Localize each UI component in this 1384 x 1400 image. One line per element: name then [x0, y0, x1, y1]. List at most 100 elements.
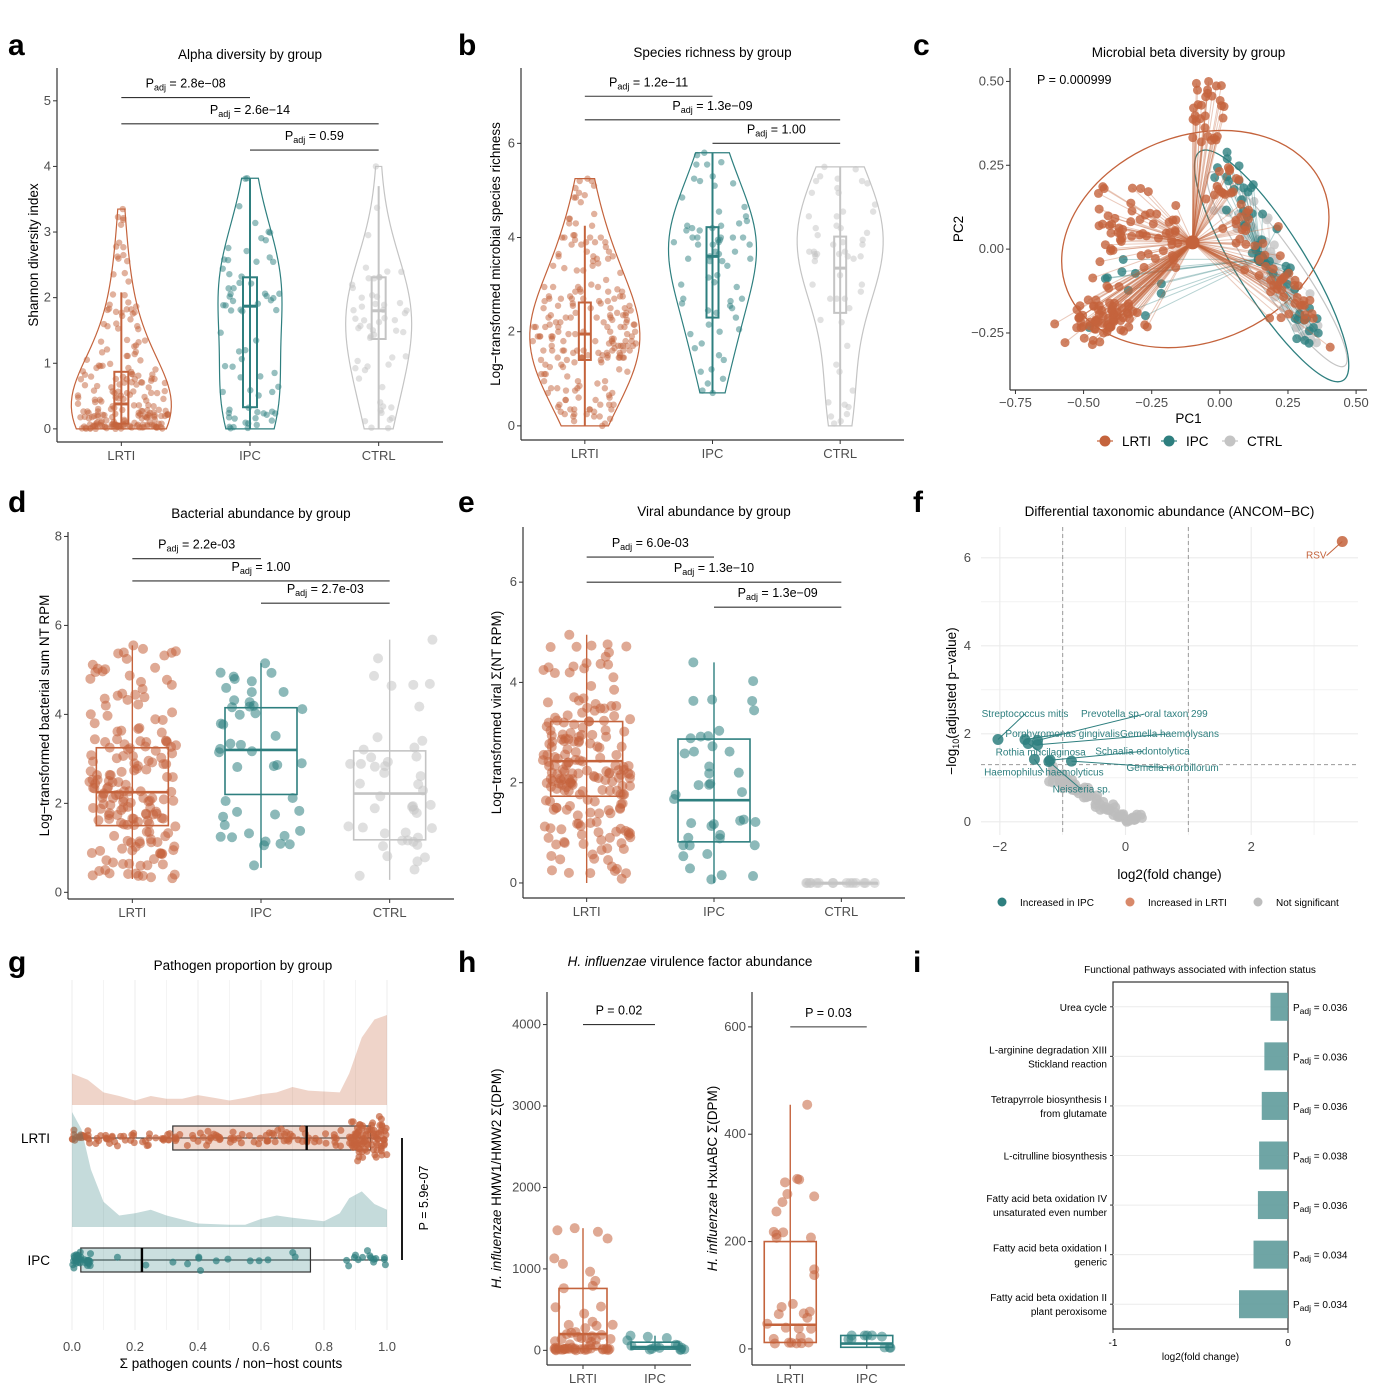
legend-key-IPC	[1163, 435, 1175, 447]
bar-p-value: Padj = 0.034	[1293, 1300, 1348, 1313]
data-point	[733, 283, 740, 291]
data-point	[564, 629, 575, 640]
data-point	[121, 1136, 129, 1144]
data-point	[570, 349, 577, 357]
data-point	[1072, 305, 1082, 315]
data-point	[597, 234, 605, 241]
data-point	[117, 843, 128, 854]
data-point	[1235, 234, 1245, 244]
data-point	[570, 417, 578, 425]
chart-title: Species richness by group	[633, 45, 791, 60]
data-point	[704, 768, 715, 779]
point-label: Prevotella sp. oral taxon 299	[1081, 709, 1208, 720]
spider-line	[1192, 229, 1243, 243]
data-point	[270, 1131, 278, 1139]
panel-label-e: e	[458, 486, 475, 519]
point-label: Gemella haemolysans	[1120, 729, 1219, 740]
x-tick-label: LRTI	[107, 448, 135, 463]
data-point	[661, 1333, 672, 1344]
data-point	[1168, 255, 1178, 265]
data-point	[129, 1132, 137, 1140]
data-point	[130, 402, 138, 409]
data-point	[345, 758, 356, 769]
data-point	[204, 1127, 212, 1135]
data-point	[549, 1253, 560, 1264]
data-point	[384, 268, 391, 275]
data-point	[1269, 280, 1279, 290]
panel-c: Microbial beta diversity by group −0.25 0.…	[951, 45, 1369, 449]
data-point	[624, 368, 631, 375]
data-point	[1095, 257, 1105, 267]
data-point	[144, 827, 155, 838]
data-point	[688, 224, 696, 232]
data-point	[768, 1226, 779, 1237]
spider-line	[1192, 241, 1245, 271]
data-point	[806, 1323, 817, 1334]
data-point	[543, 662, 554, 673]
data-point	[388, 404, 395, 411]
data-point	[833, 222, 840, 229]
bar-row: Fatty acid beta oxidation II plant peroxi…	[990, 1290, 1348, 1319]
data-point	[196, 1129, 204, 1137]
data-point	[1123, 299, 1133, 309]
data-point	[138, 424, 146, 431]
data-point	[1249, 196, 1259, 206]
data-point	[550, 1302, 561, 1313]
data-point	[85, 709, 96, 720]
data-point	[706, 257, 714, 265]
data-point	[171, 1134, 179, 1142]
point-label: Haemophilus haemolyticus	[984, 768, 1104, 779]
data-point	[548, 347, 556, 354]
data-point	[349, 1118, 357, 1126]
point-label: Porphyromonas gingivalis	[1005, 729, 1120, 740]
y-category-label: Urea cycle	[1060, 1003, 1108, 1014]
data-point	[388, 414, 396, 422]
data-point	[90, 387, 98, 394]
data-point	[563, 867, 574, 878]
data-point	[130, 689, 141, 700]
data-point	[382, 851, 393, 862]
data-point	[1261, 261, 1271, 271]
y-tick-label: 2000	[512, 1179, 541, 1194]
data-point	[245, 1132, 253, 1140]
ellipse-LRTI	[1061, 129, 1330, 349]
box-iqr	[549, 720, 624, 798]
box-iqr	[80, 1247, 312, 1273]
data-point	[572, 184, 579, 192]
data-point	[330, 1133, 338, 1141]
data-point	[551, 783, 562, 794]
box-iqr	[352, 750, 427, 841]
spider-line	[1161, 258, 1261, 294]
data-point	[235, 348, 243, 355]
data-point	[1250, 241, 1260, 251]
data-point	[147, 389, 155, 397]
data-point	[359, 1253, 367, 1261]
x-tick-label: CTRL	[362, 448, 396, 463]
data-point	[142, 860, 153, 871]
data-point	[119, 205, 126, 213]
data-point	[735, 220, 743, 227]
data-point	[255, 1257, 263, 1265]
data-point	[109, 291, 117, 298]
data-point	[252, 219, 259, 227]
data-point	[1234, 175, 1244, 185]
data-point	[112, 425, 119, 433]
data-point	[114, 213, 122, 221]
data-point	[1258, 209, 1268, 219]
data-point	[597, 401, 604, 408]
data-point	[611, 785, 622, 796]
data-point	[236, 279, 243, 287]
data-point	[1106, 228, 1116, 238]
group-IPC	[622, 1330, 690, 1355]
data-point	[715, 352, 723, 359]
data-point	[152, 366, 159, 373]
comparison-p-value: Padj = 1.3e−09	[738, 586, 818, 602]
data-point	[811, 257, 819, 265]
data-point	[830, 420, 838, 427]
x-tick-label: 2	[1248, 839, 1255, 854]
panel-label-f: f	[913, 486, 924, 519]
data-point	[706, 874, 717, 885]
spider-line	[1146, 242, 1194, 328]
data-point	[714, 833, 725, 844]
data-point	[276, 290, 283, 297]
